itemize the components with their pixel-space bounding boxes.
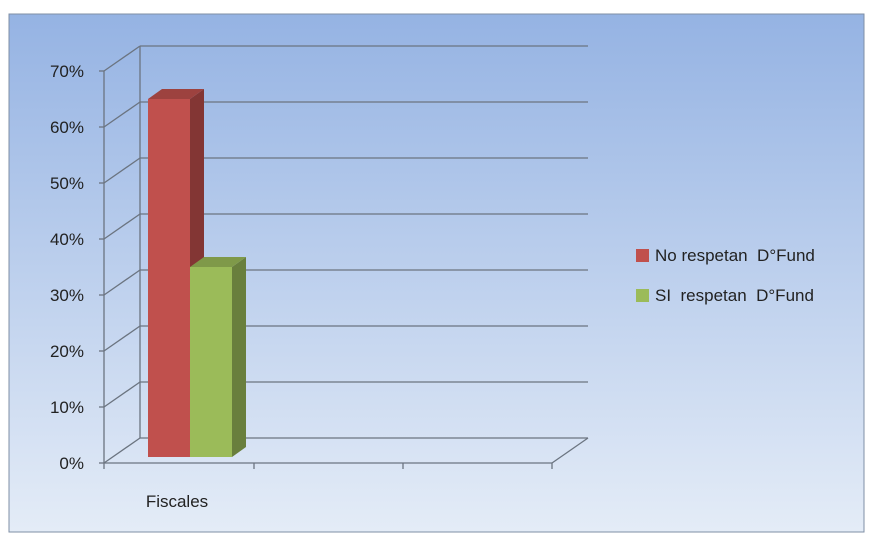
bar-front (148, 99, 190, 457)
y-tick-label: 10% (50, 398, 84, 417)
gridline-diagonal (103, 381, 141, 408)
legend-swatch (636, 249, 649, 262)
y-tick-label: 30% (50, 286, 84, 305)
y-tick-label: 0% (59, 454, 84, 473)
bar-front (190, 267, 232, 457)
y-tick-label: 20% (50, 342, 84, 361)
chart-background (8, 13, 865, 533)
x-tick-label: Fiscales (146, 492, 208, 511)
labels-layer: 0% 10% 20% 30% 40% 50% 60% 70% Fiscales (50, 62, 208, 511)
gridline-diagonal (103, 45, 141, 72)
legend-label: SI respetan D°Fund (655, 286, 814, 305)
bar-top (148, 89, 204, 99)
gridline-diagonal (103, 213, 141, 240)
bar-si-respetan (190, 257, 246, 457)
gridline-diagonal (103, 101, 141, 128)
gridline-diagonal (103, 325, 141, 352)
y-tick-label: 70% (50, 62, 84, 81)
legend-label: No respetan D°Fund (655, 246, 815, 265)
gridline-diagonal (103, 157, 141, 184)
bar-top (190, 257, 246, 267)
axis-layer (99, 70, 553, 469)
gridline-diagonal (103, 269, 141, 296)
bars-layer (148, 89, 246, 457)
legend-swatch (636, 289, 649, 302)
y-tick-label: 40% (50, 230, 84, 249)
legend: No respetan D°Fund SI respetan D°Fund (636, 246, 815, 305)
y-tick-label: 50% (50, 174, 84, 193)
bar-side (232, 257, 246, 457)
gridline-diagonal (103, 437, 141, 464)
y-tick-label: 60% (50, 118, 84, 137)
floor-edge (551, 437, 589, 464)
